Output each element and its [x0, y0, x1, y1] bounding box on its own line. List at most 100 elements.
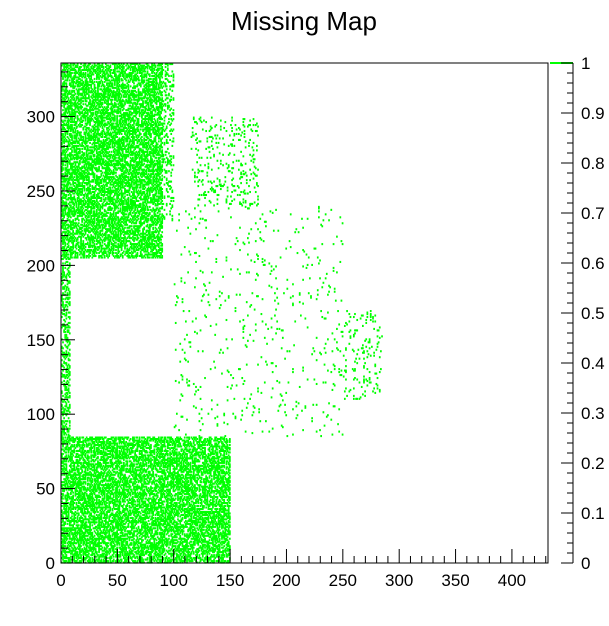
heatmap-cell: [83, 234, 86, 237]
heatmap-cell: [72, 131, 75, 134]
heatmap-cell: [76, 63, 79, 66]
heatmap-cell: [68, 240, 71, 243]
heatmap-cell: [73, 213, 76, 216]
heatmap-cell: [82, 74, 85, 77]
heatmap-cell: [84, 243, 87, 246]
heatmap-cell: [61, 170, 63, 173]
heatmap-cell: [65, 150, 68, 153]
heatmap-cell: [86, 155, 89, 158]
heatmap-cell: [72, 201, 75, 204]
heatmap-cell: [62, 150, 64, 153]
heatmap-cell: [92, 237, 95, 240]
heatmap-cell: [62, 83, 64, 86]
heatmap-cell: [63, 179, 65, 182]
heatmap-cell: [63, 150, 65, 153]
heatmap-cell: [68, 82, 71, 85]
heatmap-cell: [79, 150, 81, 153]
heatmap-cell: [86, 193, 89, 197]
heatmap-cell: [91, 201, 94, 204]
heatmap-cell: [83, 91, 86, 94]
heatmap-cell: [72, 140, 75, 143]
heatmap-cell: [62, 196, 64, 200]
heatmap-cell: [92, 92, 95, 95]
heatmap-cell: [91, 190, 94, 194]
heatmap-cell: [91, 104, 94, 107]
heatmap-cell: [67, 216, 70, 219]
heatmap-cell: [86, 121, 89, 124]
heatmap-cell: [70, 147, 72, 150]
heatmap-cell: [75, 232, 78, 235]
heatmap-cell: [73, 170, 76, 173]
heatmap-cell: [76, 80, 79, 83]
heatmap-cell: [77, 97, 80, 100]
heatmap-cell: [83, 193, 86, 197]
heatmap-cell: [74, 222, 77, 225]
heatmap-cell: [85, 140, 88, 143]
heatmap-cell: [62, 113, 64, 116]
heatmap-cell: [73, 150, 76, 153]
heatmap-cell: [75, 183, 78, 186]
heatmap-cell: [66, 198, 69, 201]
heatmap-cell: [76, 207, 79, 210]
heatmap-cell: [70, 103, 72, 106]
heatmap-cell: [68, 92, 71, 95]
heatmap-cell: [64, 180, 67, 183]
heatmap-cell: [81, 183, 84, 186]
heatmap-cell: [62, 195, 64, 198]
heatmap-cell: [84, 201, 87, 204]
heatmap-cell: [75, 147, 78, 150]
heatmap-cell: [88, 196, 90, 200]
heatmap-cell: [89, 138, 91, 141]
heatmap-cell: [65, 238, 68, 241]
heatmap-cell: [68, 201, 71, 204]
heatmap-cell: [92, 228, 95, 231]
heatmap-cell: [90, 74, 93, 77]
heatmap-cell: [76, 199, 79, 202]
heatmap-cell: [63, 149, 65, 152]
heatmap-cell: [64, 196, 67, 200]
heatmap-cell: [84, 118, 87, 121]
heatmap-cell: [66, 188, 69, 191]
heatmap-cell: [81, 199, 84, 202]
heatmap-cell: [81, 153, 84, 156]
heatmap-cell: [82, 251, 85, 255]
heatmap-cell: [66, 237, 69, 240]
heatmap-cell: [92, 135, 95, 139]
heatmap-cell: [63, 214, 65, 217]
heatmap-cell: [73, 250, 76, 253]
heatmap-cell: [74, 253, 77, 256]
heatmap-cell: [137, 118, 140, 121]
heatmap-cell: [85, 195, 88, 198]
heatmap-cell: [81, 141, 84, 144]
heatmap-cell: [70, 125, 72, 128]
heatmap-cell: [84, 208, 87, 211]
heatmap-cell: [71, 85, 73, 88]
heatmap-cell: [89, 220, 91, 223]
heatmap-cell: [81, 232, 84, 235]
heatmap-cell: [82, 152, 85, 155]
heatmap-cell: [93, 214, 96, 217]
heatmap-cell: [75, 144, 78, 147]
heatmap-cell: [88, 67, 90, 70]
heatmap-cell: [88, 173, 90, 176]
heatmap-cell: [74, 128, 77, 131]
heatmap-cell: [65, 235, 68, 238]
heatmap-cell: [88, 229, 90, 232]
heatmap-cell: [90, 106, 93, 109]
heatmap-cell: [65, 193, 68, 197]
heatmap-cell: [76, 238, 79, 241]
heatmap-cell: [62, 76, 64, 79]
heatmap-cell: [79, 77, 81, 80]
heatmap-cell: [115, 171, 117, 174]
heatmap-cell: [89, 141, 91, 144]
heatmap-cell: [72, 205, 75, 208]
heatmap-cell: [85, 229, 88, 232]
heatmap-cell: [90, 149, 93, 152]
heatmap-cell: [93, 228, 96, 231]
heatmap-cell: [71, 149, 73, 152]
heatmap-cell: [85, 226, 88, 229]
heatmap-cell: [73, 225, 76, 228]
heatmap-cell: [98, 165, 100, 168]
heatmap-cell: [89, 149, 91, 152]
heatmap-cell: [64, 76, 67, 79]
